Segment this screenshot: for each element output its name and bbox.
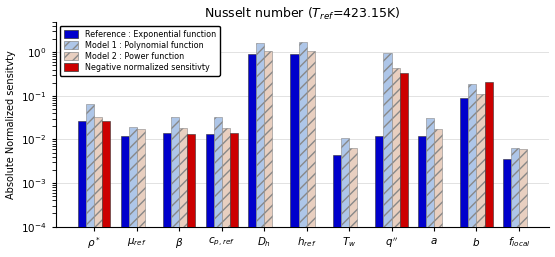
Y-axis label: Absolute Normalized sensitvty: Absolute Normalized sensitvty	[6, 50, 16, 199]
Bar	[264, 51, 272, 257]
Bar	[120, 136, 129, 257]
Bar	[333, 154, 341, 257]
Bar	[205, 134, 214, 257]
Bar	[341, 137, 349, 257]
Bar	[400, 73, 408, 257]
Bar	[290, 53, 299, 257]
Bar	[78, 121, 86, 257]
Bar	[86, 104, 94, 257]
Bar	[306, 51, 315, 257]
Bar	[375, 136, 384, 257]
Bar	[256, 43, 264, 257]
Bar	[434, 129, 442, 257]
Legend: Reference : Exponential function, Model 1 : Polynomial function, Model 2 : Power: Reference : Exponential function, Model …	[60, 26, 220, 76]
Bar	[485, 82, 493, 257]
Bar	[171, 117, 179, 257]
Bar	[163, 133, 171, 257]
Bar	[299, 42, 306, 257]
Bar	[129, 127, 137, 257]
Title: Nusselt number ($T_{ref}$=423.15K): Nusselt number ($T_{ref}$=423.15K)	[204, 6, 401, 22]
Bar	[391, 68, 400, 257]
Bar	[418, 136, 426, 257]
Bar	[349, 148, 357, 257]
Bar	[503, 159, 511, 257]
Bar	[214, 117, 221, 257]
Bar	[477, 94, 485, 257]
Bar	[519, 149, 527, 257]
Bar	[137, 129, 145, 257]
Bar	[221, 128, 230, 257]
Bar	[384, 53, 391, 257]
Bar	[468, 84, 477, 257]
Bar	[102, 121, 110, 257]
Bar	[460, 98, 468, 257]
Bar	[187, 134, 195, 257]
Bar	[511, 148, 519, 257]
Bar	[230, 133, 238, 257]
Bar	[94, 117, 102, 257]
Bar	[248, 53, 256, 257]
Bar	[179, 128, 187, 257]
Bar	[426, 118, 434, 257]
